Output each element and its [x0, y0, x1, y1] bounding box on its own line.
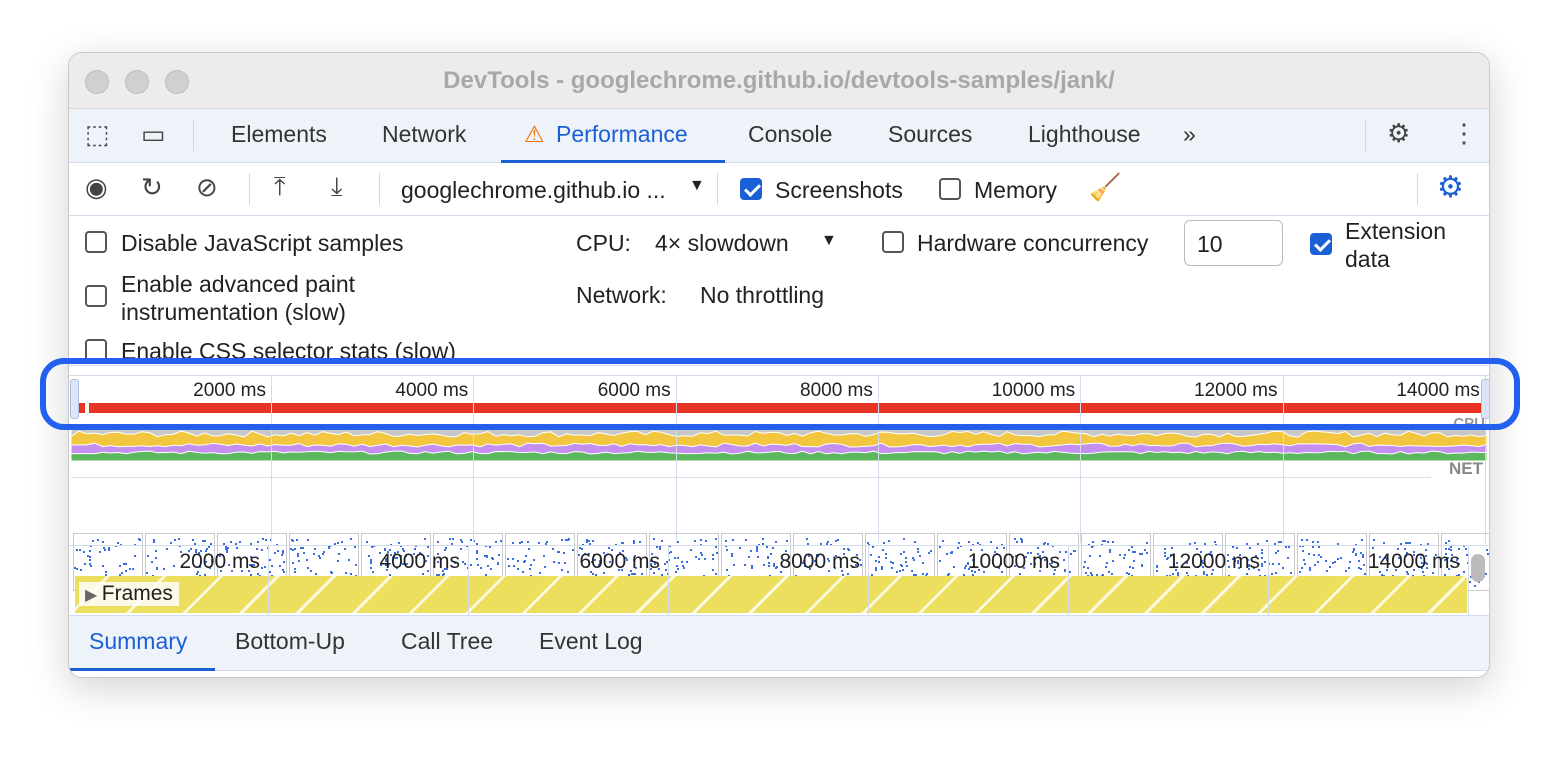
extension-data-checkbox[interactable] — [1310, 233, 1332, 255]
overview-tick-label: 14000 ms — [1396, 380, 1480, 401]
devtools-window: DevTools - googlechrome.github.io/devtoo… — [68, 52, 1490, 678]
grid-line — [1484, 375, 1486, 543]
expand-triangle-icon: ▶ — [85, 587, 102, 604]
tab-sources[interactable]: Sources — [888, 121, 973, 147]
screenshots-label: Screenshots — [775, 177, 903, 203]
grid-line — [877, 375, 879, 543]
upload-icon[interactable]: ⤒ — [274, 171, 286, 201]
chevron-down-icon[interactable]: ▼ — [689, 177, 705, 194]
capture-settings-icon[interactable]: ⚙ — [1437, 171, 1464, 204]
title-bar: DevTools - googlechrome.github.io/devtoo… — [69, 53, 1489, 109]
grid-line — [468, 546, 469, 616]
advanced-paint-label: Enable advanced paint — [121, 271, 356, 297]
grid-line — [271, 375, 272, 543]
warning-icon: ⚠ — [524, 121, 545, 147]
net-track-label: NET — [1449, 459, 1483, 478]
tab-elements[interactable]: Elements — [231, 121, 327, 147]
grid-line — [1468, 546, 1469, 616]
left-range-handle[interactable] — [70, 379, 79, 419]
grid-line — [1282, 375, 1284, 543]
network-throttling-select[interactable]: No throttling — [700, 282, 825, 308]
chevron-down-icon[interactable]: ▼ — [821, 232, 837, 249]
window-title: DevTools - googlechrome.github.io/devtoo… — [443, 67, 1115, 94]
grid-line — [473, 375, 475, 543]
tab-bottom-up[interactable]: Bottom-Up — [235, 628, 345, 654]
hardware-concurrency-label: Hardware concurrency — [917, 230, 1149, 256]
overview-highlight — [40, 358, 1520, 430]
disable-js-checkbox[interactable] — [85, 231, 107, 253]
grid-line — [268, 546, 269, 616]
tab-network[interactable]: Network — [382, 121, 467, 147]
target-select[interactable]: googlechrome.github.io ... — [401, 177, 666, 203]
hardware-concurrency-checkbox[interactable] — [882, 231, 904, 253]
advanced-paint-checkbox[interactable] — [85, 285, 107, 307]
frames-track-label[interactable]: ▶ Frames — [79, 582, 179, 606]
extension-data-label-2: data — [1345, 246, 1390, 272]
grid-line — [675, 375, 677, 543]
device-toolbar-icon[interactable]: ▭ — [141, 119, 166, 149]
cpu-area — [71, 450, 1487, 461]
overview-tick-label: 6000 ms — [597, 380, 671, 401]
timeline-tick-label: 8000 ms — [779, 550, 860, 573]
reload-record-icon[interactable]: ↻ — [141, 172, 163, 202]
tab-event-log[interactable]: Event Log — [539, 628, 643, 654]
tab-lighthouse[interactable]: Lighthouse — [1028, 121, 1141, 147]
panel-tabs: ⬚ ▭ Elements Network ⚠ Performance Conso… — [69, 109, 1489, 163]
timeline-tick-label: 2000 ms — [179, 550, 260, 573]
inspect-element-icon[interactable]: ⬚ — [85, 119, 110, 149]
performance-toolbar: ◉ ↻ ⊘ ⤒ ⤓ googlechrome.github.io ... ▼ S… — [69, 163, 1489, 216]
frames-label: Frames — [101, 582, 173, 605]
minimize-window-button[interactable] — [125, 70, 149, 94]
more-options-icon[interactable]: ⋮ — [1451, 118, 1477, 148]
cpu-label: CPU: — [576, 230, 631, 256]
grid-line — [668, 546, 669, 616]
overview-tick-label: 4000 ms — [395, 380, 469, 401]
tab-performance[interactable]: Performance — [556, 121, 688, 147]
details-tabs: Summary Bottom-Up Call Tree Event Log — [69, 615, 1489, 671]
download-icon[interactable]: ⤓ — [331, 171, 343, 201]
garbage-collect-icon[interactable]: 🧹 — [1089, 172, 1122, 202]
clear-icon[interactable]: ⊘ — [196, 172, 218, 202]
grid-line — [1068, 546, 1069, 616]
cpu-throttling-select[interactable]: 4× slowdown — [655, 230, 789, 256]
network-label: Network: — [576, 282, 667, 308]
disable-js-label: Disable JavaScript samples — [121, 230, 404, 256]
timeline-tick-label: 6000 ms — [579, 550, 660, 573]
timeline-tick-label: 4000 ms — [379, 550, 460, 573]
cpu-activity-chart — [71, 425, 1487, 461]
timeline-tick-label: 10000 ms — [967, 550, 1060, 573]
memory-checkbox[interactable] — [939, 178, 961, 200]
grid-line — [1080, 375, 1082, 543]
scrollbar-thumb[interactable] — [1471, 554, 1485, 582]
hardware-concurrency-input[interactable]: 10 — [1184, 220, 1283, 266]
overview-tick-label: 2000 ms — [193, 380, 266, 401]
timeline-overview[interactable]: CPU NET 2000 ms 4000 ms 6000 ms 8000 ms 1000… — [69, 375, 1489, 591]
overview-tick-label: 10000 ms — [991, 380, 1076, 401]
extension-data-label: Extension — [1345, 218, 1447, 244]
advanced-paint-label-2: instrumentation (slow) — [121, 299, 346, 325]
screenshots-checkbox[interactable] — [740, 178, 762, 200]
frames-track[interactable] — [75, 576, 1467, 613]
gear-icon[interactable]: ⚙ — [1387, 118, 1411, 148]
grid-line — [1268, 546, 1269, 616]
zoom-window-button[interactable] — [165, 70, 189, 94]
timeline-tick-label: 14000 ms — [1367, 550, 1460, 573]
record-icon[interactable]: ◉ — [85, 172, 108, 202]
close-window-button[interactable] — [85, 70, 109, 94]
capture-settings: Disable JavaScript samples Enable advanc… — [69, 216, 1489, 366]
timeline-ruler: ▶ Frames 2000 ms 4000 ms 6000 ms 8000 ms 100… — [69, 545, 1489, 616]
tab-call-tree[interactable]: Call Tree — [401, 628, 494, 654]
grid-line — [868, 546, 869, 616]
more-tabs-icon[interactable]: » — [1183, 121, 1196, 147]
memory-label: Memory — [974, 177, 1058, 203]
overview-tick-label: 12000 ms — [1194, 380, 1278, 401]
overview-tick-label: 8000 ms — [800, 380, 873, 401]
tab-summary[interactable]: Summary — [89, 628, 188, 654]
long-tasks-bar — [79, 403, 1481, 413]
timeline-tick-label: 12000 ms — [1167, 550, 1260, 573]
tab-console[interactable]: Console — [748, 121, 833, 147]
